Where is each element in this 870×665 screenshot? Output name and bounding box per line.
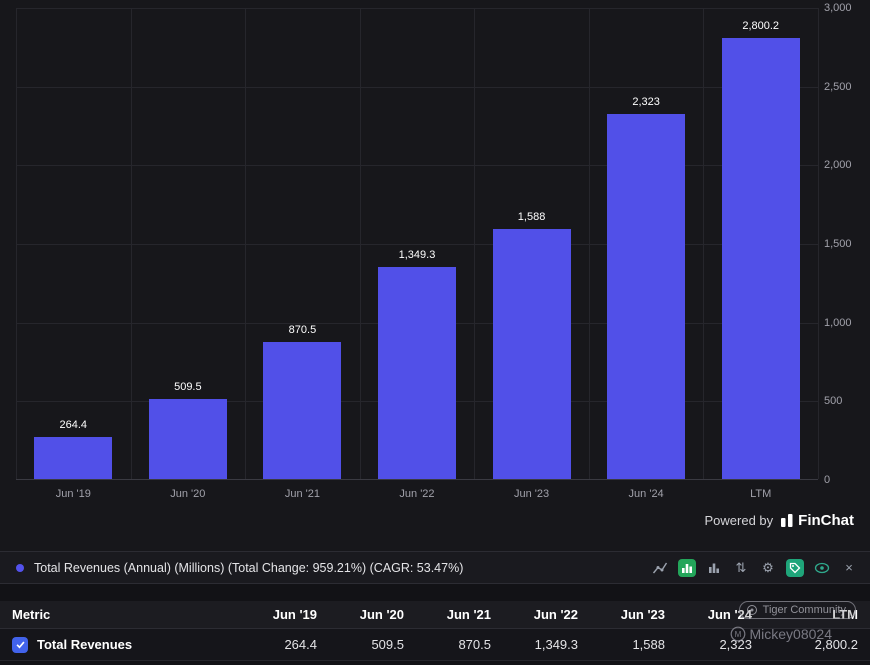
gridline [818,8,819,479]
gridline [588,8,590,479]
header-columns: Jun '19 Jun '20 Jun '21 Jun '22 Jun '23 Jun '… [242,607,870,622]
column-header[interactable]: Jun '19 [272,607,317,622]
x-axis: Jun '19 Jun '20 Jun '21 Jun '22 Jun '23 Jun '… [0,488,870,502]
series-legend-bar: Total Revenues (Annual) (Millions) (Tota… [0,551,870,584]
powered-by-text: Powered by [704,513,774,528]
chart-toolbar: ⇅ ⚙ × [651,558,858,577]
y-axis-label: 1,000 [824,316,852,329]
revenue-bar-chart: 264.4 509.5 870.5 1,349.3 1,588 2,323 2,800.2 … [0,0,870,529]
metric-cell: Total Revenues [0,636,242,653]
bar-slot: 870.5 [245,8,360,479]
column-header[interactable]: Jun '20 [359,607,404,622]
x-axis-label: Jun '20 [170,488,206,500]
bar[interactable] [263,342,342,479]
sort-icon[interactable]: ⇅ [735,559,747,575]
bar-value-label: 1,588 [517,211,546,223]
table-header-row: Metric Jun '19 Jun '20 Jun '21 Jun '22 Jun '… [0,601,870,629]
plot-area: 264.4 509.5 870.5 1,349.3 1,588 2,323 2,800.2 [16,8,819,480]
data-table: Metric Jun '19 Jun '20 Jun '21 Jun '22 Jun '… [0,601,870,661]
gridline [16,165,818,167]
finchat-brand[interactable]: FinChat [780,512,854,529]
x-axis-label: Jun '23 [513,488,550,500]
column-header[interactable]: Jun '23 [620,607,665,622]
table-cell: 2,323 [719,637,752,652]
series-dot-icon [16,563,24,572]
y-axis-label: 2,000 [824,159,852,172]
column-header[interactable]: Jun '24 [707,607,752,622]
bar[interactable] [148,399,227,479]
column-header[interactable]: LTM [832,607,858,622]
row-values: 264.4 509.5 870.5 1,349.3 1,588 2,323 2,800.2 [242,637,870,652]
table-cell: 1,349.3 [534,637,578,652]
line-chart-icon[interactable] [651,559,669,577]
x-axis-label: LTM [750,488,772,500]
bar-slot: 2,323 [589,8,704,479]
powered-by: Powered by FinChat [705,512,854,529]
y-axis-label: 2,500 [824,80,852,93]
table-cell: 509.5 [371,637,404,652]
gridline [474,8,476,479]
table-cell: 1,588 [632,637,665,652]
column-header[interactable]: Jun '22 [533,607,578,622]
y-axis-label: 500 [824,395,843,408]
table-cell: 264.4 [284,637,317,652]
metric-header-label: Metric [12,607,51,622]
bar-value-label: 509.5 [174,381,202,393]
bar[interactable] [34,437,113,479]
y-axis-label: 0 [824,474,831,486]
bar-value-label: 870.5 [288,324,317,336]
visibility-eye-icon[interactable] [813,559,831,577]
remove-icon[interactable]: × [845,560,853,575]
gridline [703,8,705,479]
y-axis-label: 3,000 [824,2,852,14]
bar[interactable] [721,38,800,479]
finchat-logo-icon [781,514,793,527]
row-checkbox[interactable] [12,636,28,653]
x-axis-label: Jun '19 [55,488,91,500]
bar[interactable] [607,114,686,479]
table-row: Total Revenues 264.4 509.5 870.5 1,349.3 1,5… [0,629,870,661]
column-chart-icon[interactable] [705,559,723,577]
gridline [130,8,132,479]
gridline [16,8,17,479]
bar-value-label: 264.4 [59,419,88,431]
brand-name: FinChat [798,512,854,529]
bar-value-label: 2,800.2 [742,20,780,32]
tag-icon[interactable] [786,558,804,577]
y-axis-label: 1,500 [824,238,852,250]
bar-slot: 1,349.3 [360,8,475,479]
settings-gear-icon[interactable]: ⚙ [762,559,774,575]
bar-chart-active-icon[interactable] [678,558,696,577]
spacer [0,584,870,601]
y-axis: 3,000 2,500 2,000 1,500 1,000 500 0 [824,0,868,490]
metric-name[interactable]: Total Revenues [37,637,133,652]
metric-header-cell: Metric [0,607,242,622]
bar-slot: 509.5 [131,8,246,479]
gridline [359,8,361,479]
column-header[interactable]: Jun '21 [446,607,491,622]
table-cell: 870.5 [458,637,491,652]
bar[interactable] [377,267,456,479]
x-axis-label: Jun '22 [399,488,435,500]
bar[interactable] [492,229,571,479]
table-cell: 2,800.2 [814,637,858,652]
x-axis-label: Jun '24 [628,488,664,500]
gridline [16,86,818,88]
series-label: Total Revenues (Annual) (Millions) (Tota… [34,560,464,575]
x-axis-label: Jun '21 [284,488,320,500]
bar-value-label: 1,349.3 [398,249,436,261]
bar-value-label: 2,323 [632,96,660,108]
bar-slot: 2,800.2 [703,8,818,479]
gridline [16,244,818,245]
bar-slot: 264.4 [16,8,131,479]
bar-slot: 1,588 [474,8,589,479]
gridline [16,8,818,9]
gridline [245,8,247,479]
